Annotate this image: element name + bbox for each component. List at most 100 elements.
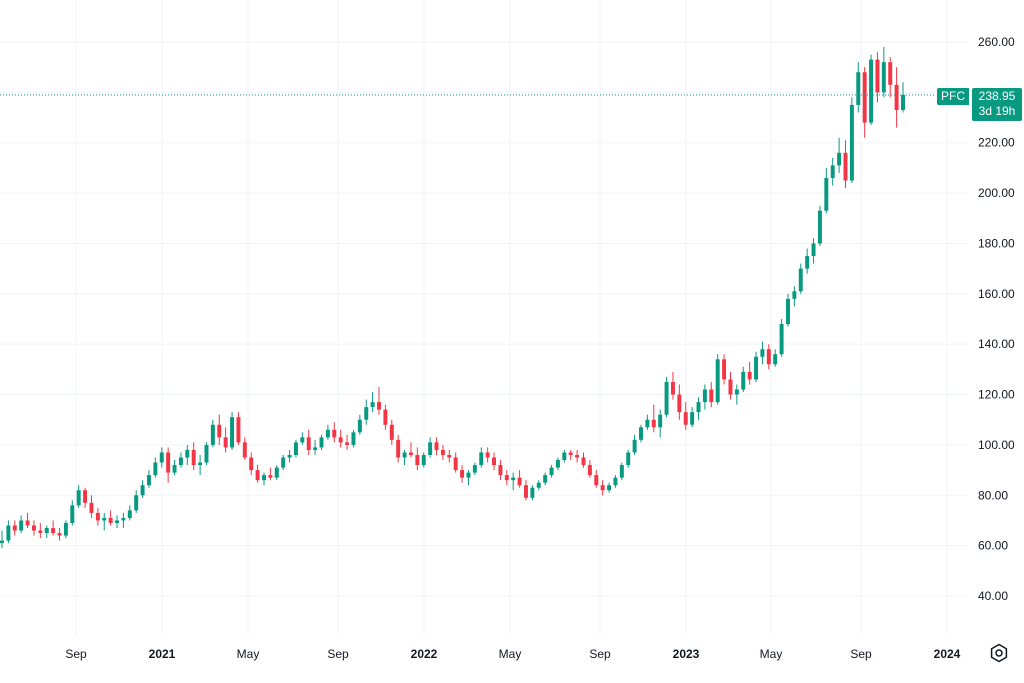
candle <box>626 449 631 468</box>
time-axis[interactable]: Sep 2021 May Sep 2022 May Sep 2023 May Sep 2024 <box>65 647 960 661</box>
candle <box>313 439 318 455</box>
candle <box>357 414 362 435</box>
candle-body <box>51 528 56 534</box>
candle <box>146 470 151 488</box>
candle <box>389 419 394 445</box>
candle <box>95 507 100 526</box>
candle <box>108 510 113 526</box>
candle <box>696 397 701 420</box>
candle-body <box>121 517 126 521</box>
bar-countdown: 3d 19h <box>978 104 1016 118</box>
price-axis[interactable]: 40.00 60.00 80.00 100.00 120.00 140.00 160.00 1… <box>978 35 1015 603</box>
candle <box>262 472 266 486</box>
candle-body <box>798 268 803 292</box>
candle <box>217 414 222 445</box>
gear-icon[interactable] <box>989 643 1009 663</box>
y-tick-label: 220.00 <box>978 136 1015 150</box>
candle <box>722 354 727 385</box>
candle-body <box>805 256 810 269</box>
candle-body <box>19 520 24 531</box>
candle <box>12 520 17 536</box>
candle <box>383 404 388 430</box>
candle-body <box>517 477 522 486</box>
candle-body <box>498 465 503 476</box>
candle-body <box>63 522 68 536</box>
candle-body <box>325 429 330 438</box>
x-tick-label: May <box>760 647 783 661</box>
candle <box>511 472 516 491</box>
candle <box>121 512 126 529</box>
candle-body <box>530 487 535 498</box>
candle-body <box>639 427 643 440</box>
candle-body <box>568 452 573 455</box>
candle-body <box>715 359 720 403</box>
candle-body <box>134 495 139 511</box>
candle <box>460 465 465 483</box>
candle <box>543 472 548 486</box>
candle-body <box>849 104 854 181</box>
x-tick-label: May <box>499 647 522 661</box>
candle-body <box>319 437 324 448</box>
candle-body <box>734 389 739 395</box>
candle <box>306 429 311 455</box>
candle-body <box>760 349 765 357</box>
candle-body <box>178 457 183 466</box>
candle <box>651 404 656 433</box>
candle-body <box>166 452 171 473</box>
candle-body <box>549 467 554 476</box>
candle <box>25 512 30 529</box>
x-tick-label: 2023 <box>673 647 700 661</box>
candle <box>524 480 528 501</box>
candle-body <box>709 389 714 403</box>
candle <box>677 384 682 420</box>
candle <box>881 47 886 98</box>
candle-body <box>843 152 848 181</box>
candle-body <box>287 454 292 458</box>
candle-body <box>632 439 637 453</box>
candle <box>255 465 260 483</box>
candle-body <box>562 452 567 461</box>
x-tick-label: Sep <box>327 647 349 661</box>
candle <box>396 434 401 463</box>
candle <box>504 470 509 486</box>
candle-body <box>894 84 899 110</box>
candle <box>338 429 343 448</box>
candle <box>159 447 164 468</box>
candle-body <box>185 449 190 458</box>
candle-body <box>44 528 49 534</box>
candle-body <box>830 165 835 178</box>
candle <box>287 449 292 463</box>
candle <box>798 263 803 294</box>
candle-body <box>792 291 797 299</box>
candle-body <box>511 477 516 481</box>
y-tick-label: 200.00 <box>978 186 1015 200</box>
candle-body <box>888 62 893 85</box>
candle-body <box>587 465 592 476</box>
candle <box>824 167 829 214</box>
y-tick-label: 40.00 <box>978 589 1008 603</box>
candle-body <box>351 432 356 445</box>
candle-body <box>242 442 247 458</box>
candle <box>639 424 643 443</box>
candle <box>594 470 599 488</box>
candle-body <box>210 424 215 445</box>
candle <box>319 434 324 450</box>
candle <box>19 515 24 534</box>
candle <box>734 384 739 405</box>
candle-body <box>153 462 158 476</box>
candle <box>428 437 433 458</box>
candle-body <box>204 444 209 463</box>
candle <box>370 392 375 413</box>
candle <box>268 467 273 481</box>
candle-body <box>581 457 586 466</box>
candle <box>293 439 298 458</box>
candle <box>230 412 235 450</box>
candle <box>888 57 893 98</box>
x-tick-label: 2021 <box>149 647 176 661</box>
candle <box>869 54 874 126</box>
candle <box>849 97 854 184</box>
candle-body <box>811 243 816 257</box>
candle-body <box>172 465 177 473</box>
candle-body <box>670 381 675 395</box>
